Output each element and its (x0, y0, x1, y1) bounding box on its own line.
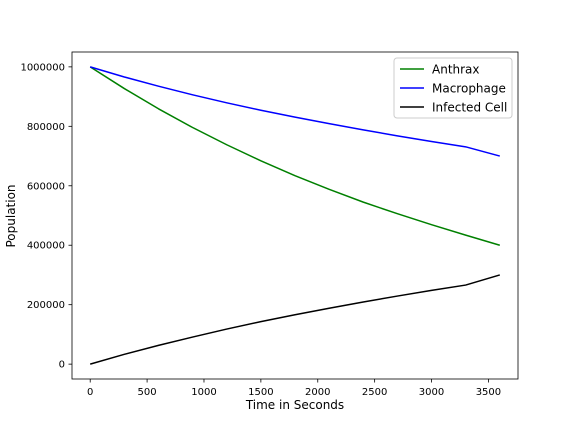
plot-lines (89, 66, 501, 365)
y-tick-label: 400000 (27, 241, 65, 252)
x-tick-label: 1500 (248, 387, 273, 398)
x-tick-label: 3500 (476, 387, 501, 398)
legend-label: Infected Cell (432, 101, 507, 115)
x-tick-label: 500 (138, 387, 157, 398)
x-tick-label: 2500 (362, 387, 387, 398)
y-axis: 0 200000 400000 600000 800000 1000000 (20, 62, 72, 371)
series-line-infected-cell (89, 274, 501, 365)
y-axis-label: Population (4, 184, 18, 247)
series-line-macrophage (89, 66, 500, 157)
x-tick-label: 0 (87, 387, 93, 398)
x-axis-label: Time in Seconds (245, 398, 344, 412)
y-tick-label: 0 (59, 360, 65, 371)
y-tick-label: 1000000 (20, 62, 65, 73)
y-tick-label: 800000 (27, 122, 65, 133)
x-tick-label: 3000 (419, 387, 444, 398)
x-tick-label: 2000 (305, 387, 330, 398)
y-tick-label: 200000 (27, 300, 65, 311)
axes-frame (71, 51, 519, 380)
series-line-anthrax (89, 66, 501, 246)
legend-box (393, 57, 513, 119)
y-tick-label: 600000 (27, 181, 65, 192)
legend-label: Anthrax (432, 63, 480, 77)
legend: Anthrax Macrophage Infected Cell (393, 57, 513, 119)
legend-label: Macrophage (432, 82, 506, 96)
x-tick-label: 1000 (191, 387, 216, 398)
x-axis: 0 500 1000 1500 2000 2500 3000 3500 (87, 379, 501, 398)
